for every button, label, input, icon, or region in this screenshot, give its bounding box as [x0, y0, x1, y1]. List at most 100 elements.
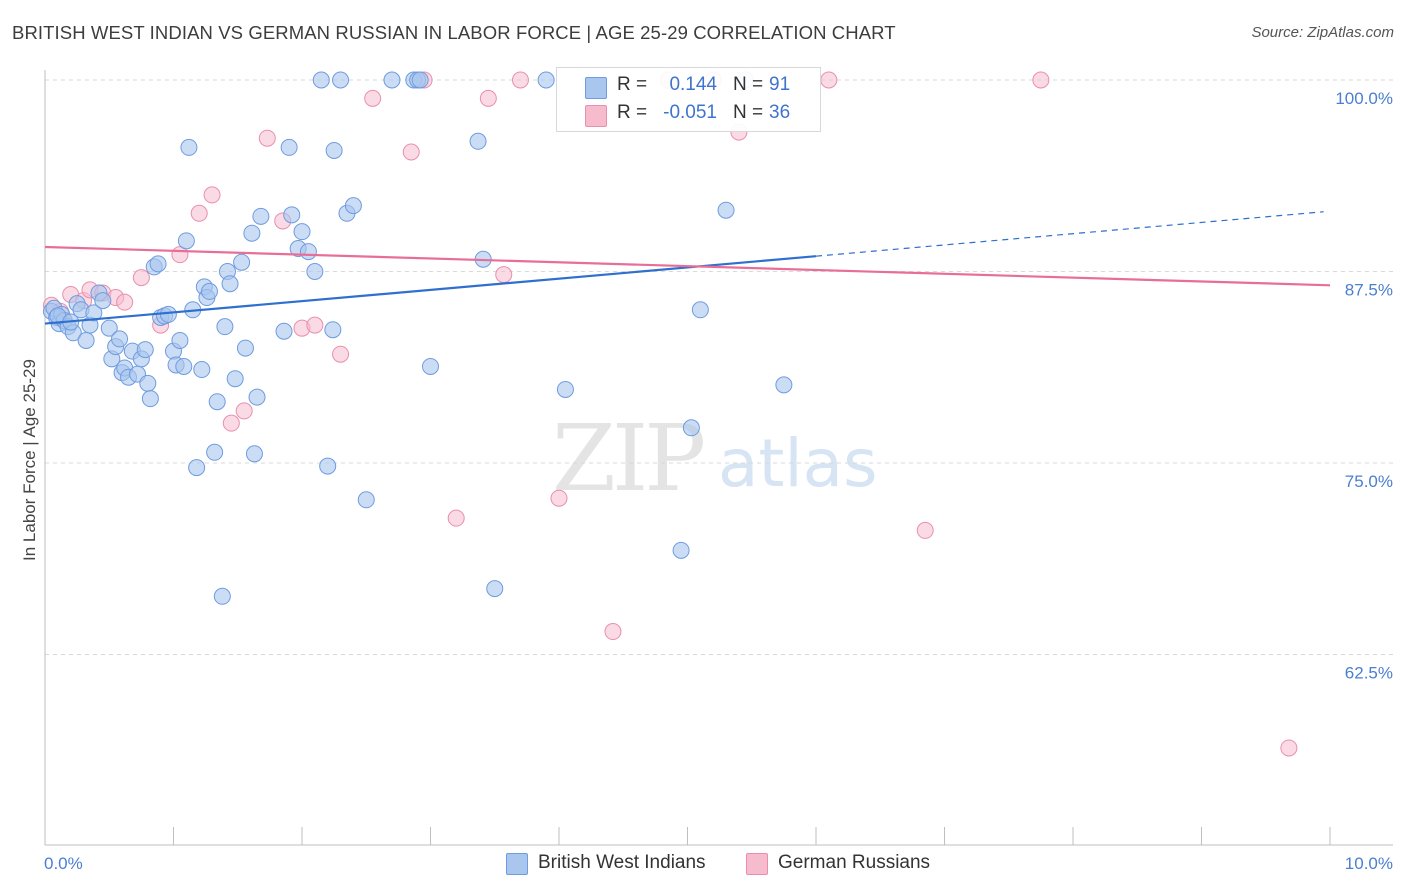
point-british-west-indians-76	[411, 71, 429, 89]
point-british-west-indians-12	[85, 304, 103, 322]
point-british-west-indians-48	[216, 318, 234, 336]
point-british-west-indians-73	[383, 71, 401, 89]
point-british-west-indians-56	[248, 388, 266, 406]
stats-row-british-west-indians: R = 0.144 N = 91	[557, 72, 820, 102]
point-british-west-indians-55	[245, 445, 263, 463]
point-british-west-indians-38	[180, 138, 198, 156]
point-german-russians-20	[364, 89, 382, 107]
point-british-west-indians-86	[717, 201, 735, 219]
point-british-west-indians-52	[233, 253, 251, 271]
point-british-west-indians-65	[312, 71, 330, 89]
point-british-west-indians-54	[243, 224, 261, 242]
y-tick-label-2: 87.5%	[1345, 281, 1393, 300]
point-british-west-indians-72	[357, 491, 375, 509]
point-british-west-indians-71	[344, 197, 362, 215]
legend-swatch-pink	[746, 853, 768, 875]
point-british-west-indians-66	[319, 457, 337, 475]
point-british-west-indians-53	[236, 339, 254, 357]
point-british-west-indians-29	[149, 255, 167, 273]
point-german-russians-34	[1032, 71, 1050, 89]
point-british-west-indians-58	[275, 322, 293, 340]
n-value: 91	[769, 74, 791, 95]
point-british-west-indians-10	[77, 331, 95, 349]
point-british-west-indians-85	[691, 301, 709, 319]
point-british-west-indians-68	[325, 141, 343, 159]
legend-label: British West Indians	[538, 852, 706, 873]
point-german-russians-25	[495, 266, 513, 284]
point-british-west-indians-81	[537, 71, 555, 89]
y-tick-label-3: 100.0%	[1335, 89, 1393, 108]
point-german-russians-19	[332, 345, 350, 363]
legend-swatch-blue	[506, 853, 528, 875]
point-german-russians-26	[511, 71, 529, 89]
legend-swatch-blue	[585, 77, 607, 99]
r-label: R =	[617, 74, 648, 95]
series-british-west-indians	[42, 71, 793, 605]
source-label: Source: ZipAtlas.com	[1251, 24, 1394, 41]
point-british-west-indians-36	[175, 357, 193, 375]
point-british-west-indians-50	[221, 275, 239, 293]
point-british-west-indians-57	[252, 207, 270, 225]
watermark-zip: ZIP	[552, 405, 706, 512]
point-german-russians-32	[820, 71, 838, 89]
point-british-west-indians-82	[556, 380, 574, 398]
point-german-russians-28	[604, 623, 622, 641]
point-german-russians-27	[550, 489, 568, 507]
point-german-russians-8	[132, 269, 150, 287]
point-british-west-indians-84	[682, 419, 700, 437]
trend-line-british-west-indians	[44, 255, 817, 325]
point-german-russians-33	[916, 521, 934, 539]
stats-legend: R = 0.144 N = 91 R = -0.051 N = 36	[556, 67, 821, 132]
point-british-west-indians-78	[469, 132, 487, 150]
point-british-west-indians-27	[141, 390, 159, 408]
n-label: N =	[733, 74, 764, 95]
point-british-west-indians-51	[226, 370, 244, 388]
tick-labels: 62.5% 75.0% 87.5% 100.0%	[1335, 89, 1393, 683]
point-german-russians-18	[306, 316, 324, 334]
point-german-russians-35	[1280, 739, 1298, 757]
point-german-russians-21	[402, 143, 420, 161]
point-british-west-indians-64	[306, 263, 324, 280]
series-legend: British West Indians German Russians	[0, 852, 1406, 878]
series-german-russians	[42, 71, 1298, 757]
point-british-west-indians-26	[139, 374, 157, 392]
y-axis-label: In Labor Force | Age 25-29	[20, 359, 39, 561]
point-british-west-indians-62	[293, 223, 311, 241]
point-british-west-indians-63	[299, 243, 317, 261]
point-british-west-indians-41	[193, 361, 211, 379]
stats-row-german-russians: R = -0.051 N = 36	[557, 100, 820, 130]
y-tick-label-0: 62.5%	[1345, 664, 1393, 683]
point-german-russians-13	[222, 414, 240, 432]
point-british-west-indians-59	[280, 138, 298, 156]
point-british-west-indians-80	[486, 580, 504, 598]
n-value: 36	[769, 102, 791, 123]
point-british-west-indians-15	[100, 319, 118, 337]
point-german-russians-23	[447, 509, 465, 527]
r-label: R =	[617, 102, 648, 123]
point-german-russians-15	[258, 129, 276, 147]
legend-label: German Russians	[778, 852, 931, 873]
point-british-west-indians-25	[136, 341, 154, 359]
trend-line-german-russians	[44, 245, 1331, 287]
point-british-west-indians-77	[422, 357, 439, 375]
chart-title: BRITISH WEST INDIAN VS GERMAN RUSSIAN IN…	[12, 22, 896, 43]
point-british-west-indians-45	[206, 443, 224, 461]
point-british-west-indians-69	[332, 71, 350, 89]
point-british-west-indians-35	[171, 331, 189, 349]
point-british-west-indians-40	[188, 459, 206, 477]
point-british-west-indians-47	[213, 587, 231, 605]
point-british-west-indians-88	[775, 376, 793, 394]
x-tick-label-left: 0.0%	[44, 854, 83, 873]
point-german-russians-7	[116, 293, 134, 311]
y-tick-label-1: 75.0%	[1345, 472, 1393, 491]
point-british-west-indians-18	[111, 330, 129, 348]
point-german-russians-11	[190, 204, 208, 222]
r-value: 0.144	[669, 74, 717, 95]
legend-swatch-pink	[585, 105, 607, 127]
point-british-west-indians-60	[283, 206, 301, 224]
r-value: -0.051	[663, 102, 717, 123]
trend-lines	[44, 211, 1331, 325]
point-german-russians-14	[235, 402, 253, 420]
point-british-west-indians-83	[672, 541, 690, 559]
